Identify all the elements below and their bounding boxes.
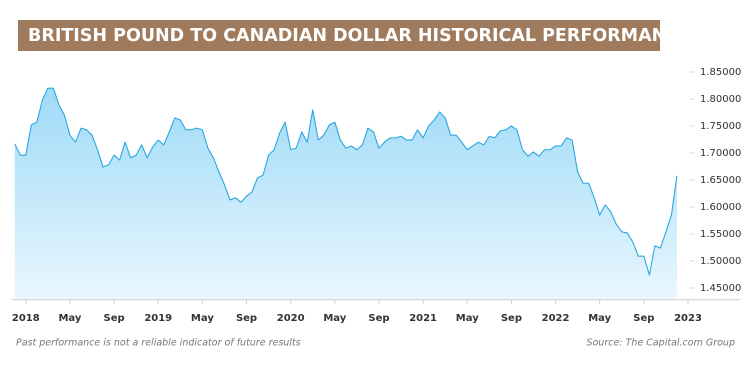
x-tick-label: 2018 [12, 313, 40, 324]
y-tick-label: 1.65000 [700, 175, 741, 186]
y-tick-label: 1.45000 [700, 283, 741, 294]
y-tick-label: 1.70000 [700, 148, 741, 159]
footnote: Past performance is not a reliable indic… [16, 338, 301, 349]
y-tick-label: 1.85000 [700, 67, 741, 78]
x-tick-label: 2020 [277, 313, 305, 324]
source: Source: The Capital.com Group [586, 338, 735, 349]
chart-title: BRITISH POUND TO CANADIAN DOLLAR HISTORI… [28, 26, 691, 46]
x-tick-label: May [58, 313, 81, 324]
line [14, 87, 678, 276]
x-tick-label: May [588, 313, 611, 324]
title-banner [18, 20, 660, 51]
y-tick-label: 1.55000 [700, 229, 741, 240]
y-tick-label: 1.75000 [700, 121, 741, 132]
plot-area: 1.45000 1.50000 1.55000 1.60000 1.65000 1.700… [12, 67, 741, 324]
y-tick-label: 1.50000 [700, 256, 741, 267]
x-tick-label: May [191, 313, 214, 324]
x-tick-label: Sep [236, 313, 257, 324]
x-tick-label: May [323, 313, 346, 324]
x-tick-label: 2022 [542, 313, 570, 324]
x-tick-label: 2021 [409, 313, 437, 324]
x-tick-label: Sep [368, 313, 389, 324]
x-tick-label: May [456, 313, 479, 324]
area-fill [14, 88, 677, 299]
x-tick-label: Sep [501, 313, 522, 324]
y-tick-label: 1.60000 [700, 202, 741, 213]
x-tick-label: 2023 [674, 313, 702, 324]
x-tick-label: Sep [633, 313, 654, 324]
x-tick-label: Sep [104, 313, 125, 324]
x-tick-label: 2019 [144, 313, 172, 324]
y-tick-label: 1.80000 [700, 94, 741, 105]
